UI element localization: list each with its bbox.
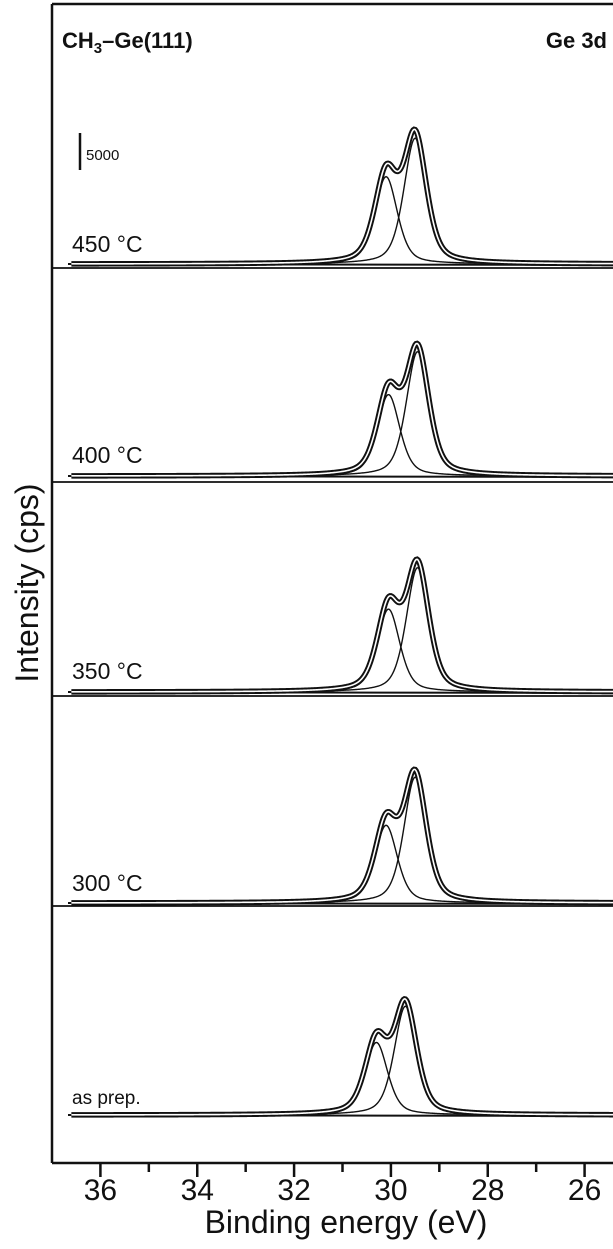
spectrum-envelope: [71, 556, 613, 695]
x-tick-label: 26: [568, 1174, 601, 1207]
y-axis-label: Intensity (cps): [9, 483, 45, 682]
spectra-group: 450 °C 400 °C 350 °C 300 °C as prep.: [67, 126, 613, 1118]
fit-component-2: [71, 567, 613, 693]
spectrum-2: 400 °C: [67, 340, 613, 479]
x-tick-label: 28: [471, 1174, 504, 1207]
spectrum-envelope-inner: [71, 768, 613, 904]
spectrum-envelope: [71, 995, 613, 1118]
series-label: 300 °C: [72, 870, 143, 896]
x-axis-label: Binding energy (eV): [205, 1204, 488, 1240]
series-label: 450 °C: [72, 231, 143, 257]
spectrum-envelope: [71, 340, 613, 479]
title-rest: –Ge(111): [102, 28, 193, 53]
fit-component-1: [71, 824, 613, 904]
title-sub: 3: [94, 40, 102, 57]
spectrum-envelope-inner: [71, 342, 613, 477]
x-tick-label: 30: [374, 1174, 407, 1207]
spectrum-envelope-inner: [71, 558, 613, 693]
series-label: 400 °C: [72, 442, 143, 468]
x-tick-label: 36: [84, 1174, 117, 1207]
x-ticks: 36 34 32 30 28 26: [84, 1163, 601, 1207]
fit-component-1: [71, 1041, 613, 1116]
spectrum-3: 350 °C: [67, 556, 613, 695]
series-label: 350 °C: [72, 658, 143, 684]
chart-title: CH3–Ge(111): [62, 28, 193, 57]
spectrum-1: 450 °C: [67, 126, 613, 267]
fit-component-2: [71, 351, 613, 477]
fit-component-1: [71, 175, 613, 265]
spectrum-envelope: [71, 766, 613, 906]
series-label: as prep.: [72, 1088, 141, 1109]
fit-component-2: [71, 1005, 613, 1116]
x-tick-label: 34: [181, 1174, 214, 1207]
region-label: Ge 3d: [546, 28, 607, 53]
panel-dividers: [52, 267, 613, 907]
spectrum-4: 300 °C: [67, 766, 613, 906]
spectrum-envelope-inner: [71, 128, 613, 265]
spectrum-envelope: [71, 126, 613, 267]
fit-component-1: [71, 393, 613, 477]
x-tick-label: 32: [277, 1174, 310, 1207]
fit-component-1: [71, 608, 613, 693]
scale-bar-label: 5000: [86, 147, 119, 164]
spectrum-envelope-inner: [71, 998, 613, 1116]
fit-component-2: [71, 776, 613, 904]
spectrum-5: as prep.: [67, 995, 613, 1118]
fit-component-2: [71, 137, 613, 265]
title-main: CH: [62, 28, 94, 53]
